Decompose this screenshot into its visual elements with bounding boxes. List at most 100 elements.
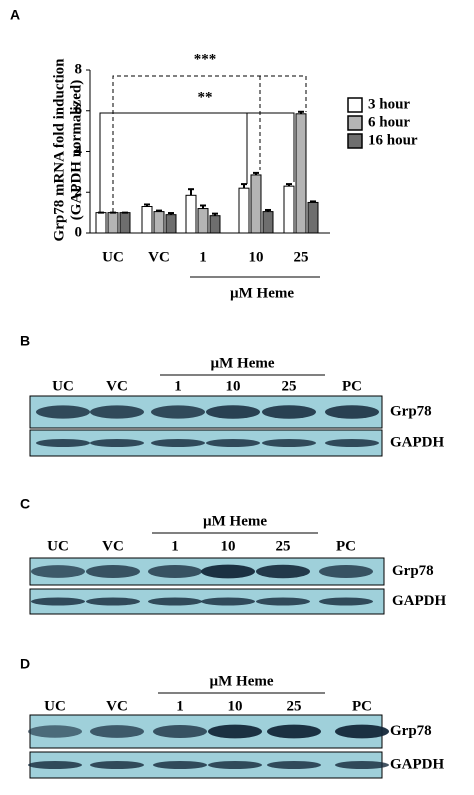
lane-label: 25 (287, 698, 302, 714)
x-tick-label: 1 (199, 249, 207, 265)
lane-label: VC (102, 538, 124, 554)
bar (209, 215, 221, 234)
legend-label: 16 hour (368, 132, 418, 148)
bar (283, 185, 295, 234)
annotation: ** (198, 89, 213, 105)
band (201, 597, 255, 606)
band (335, 724, 389, 739)
lane-label: 10 (221, 538, 236, 554)
lane-label: 1 (171, 538, 179, 554)
legend-swatch (347, 97, 363, 113)
bracket (112, 75, 307, 212)
bar (307, 201, 319, 234)
x-tick-label: 10 (249, 249, 264, 265)
row-label: Grp78 (392, 563, 434, 579)
row-label: GAPDH (390, 756, 444, 772)
group-label: µM Heme (210, 355, 274, 371)
bar (107, 212, 119, 234)
lane-label: 1 (176, 698, 184, 714)
band (90, 439, 144, 447)
band (36, 405, 90, 419)
group-label: µM Heme (203, 513, 267, 529)
band (86, 565, 140, 578)
band (208, 724, 262, 739)
bar (119, 212, 131, 234)
legend-swatch (347, 115, 363, 131)
y-tick-label: 8 (75, 61, 83, 77)
y-tick-label: 2 (75, 184, 83, 200)
x-tick-label: UC (102, 249, 124, 265)
band (206, 439, 260, 447)
band (267, 761, 321, 769)
bar (153, 211, 165, 234)
lane-label: 10 (226, 378, 241, 394)
lane-label: 1 (174, 378, 182, 394)
bar (95, 212, 107, 234)
band (201, 564, 255, 579)
band (148, 597, 202, 606)
band (267, 724, 321, 739)
panel-label: D (20, 656, 30, 672)
lane-label: 10 (228, 698, 243, 714)
lane-label: VC (106, 378, 128, 394)
band (153, 725, 207, 738)
y-tick-label: 0 (75, 224, 83, 240)
lane-label: 25 (282, 378, 297, 394)
band (151, 439, 205, 447)
legend-label: 6 hour (368, 114, 410, 130)
band (31, 597, 85, 606)
band (151, 405, 205, 419)
band (31, 565, 85, 578)
band (262, 439, 316, 447)
band (335, 761, 389, 769)
band (208, 761, 262, 769)
bar (185, 194, 197, 234)
bar (165, 214, 177, 234)
y-axis-label: (GAPDH normalized) (68, 80, 84, 220)
band (319, 565, 373, 578)
lane-label: 25 (276, 538, 291, 554)
bar (197, 208, 209, 234)
band (28, 725, 82, 738)
lane-label: PC (336, 538, 356, 554)
annotation: *** (194, 51, 217, 67)
lane-label: UC (52, 378, 74, 394)
band (148, 565, 202, 578)
band (206, 405, 260, 419)
legend-label: 3 hour (368, 96, 410, 112)
row-label: GAPDH (392, 593, 446, 609)
lane-label: UC (44, 698, 66, 714)
band (28, 761, 82, 769)
band (256, 597, 310, 606)
bar (262, 211, 274, 234)
significance-brackets (99, 75, 307, 212)
band (256, 564, 310, 579)
group-label: µM Heme (209, 673, 273, 689)
band (86, 597, 140, 606)
panel-label: C (20, 496, 30, 512)
row-label: GAPDH (390, 434, 444, 450)
bar (250, 174, 262, 234)
band (262, 405, 316, 419)
y-axis-label: Grp78 mRNA fold induction (51, 58, 67, 242)
band (325, 405, 379, 419)
band (325, 439, 379, 447)
band (90, 725, 144, 738)
band (90, 761, 144, 769)
blot-strip (29, 395, 383, 429)
band (153, 761, 207, 769)
lane-label: VC (106, 698, 128, 714)
y-tick-label: 4 (75, 143, 83, 159)
band (36, 439, 90, 447)
lane-label: PC (342, 378, 362, 394)
bar (141, 206, 153, 234)
band (90, 405, 144, 419)
row-label: Grp78 (390, 723, 432, 739)
lane-label: PC (352, 698, 372, 714)
x-tick-label: VC (148, 249, 170, 265)
band (319, 597, 373, 606)
group-label: µM Heme (230, 285, 294, 301)
bracket (99, 112, 295, 212)
x-tick-label: 25 (294, 249, 309, 265)
